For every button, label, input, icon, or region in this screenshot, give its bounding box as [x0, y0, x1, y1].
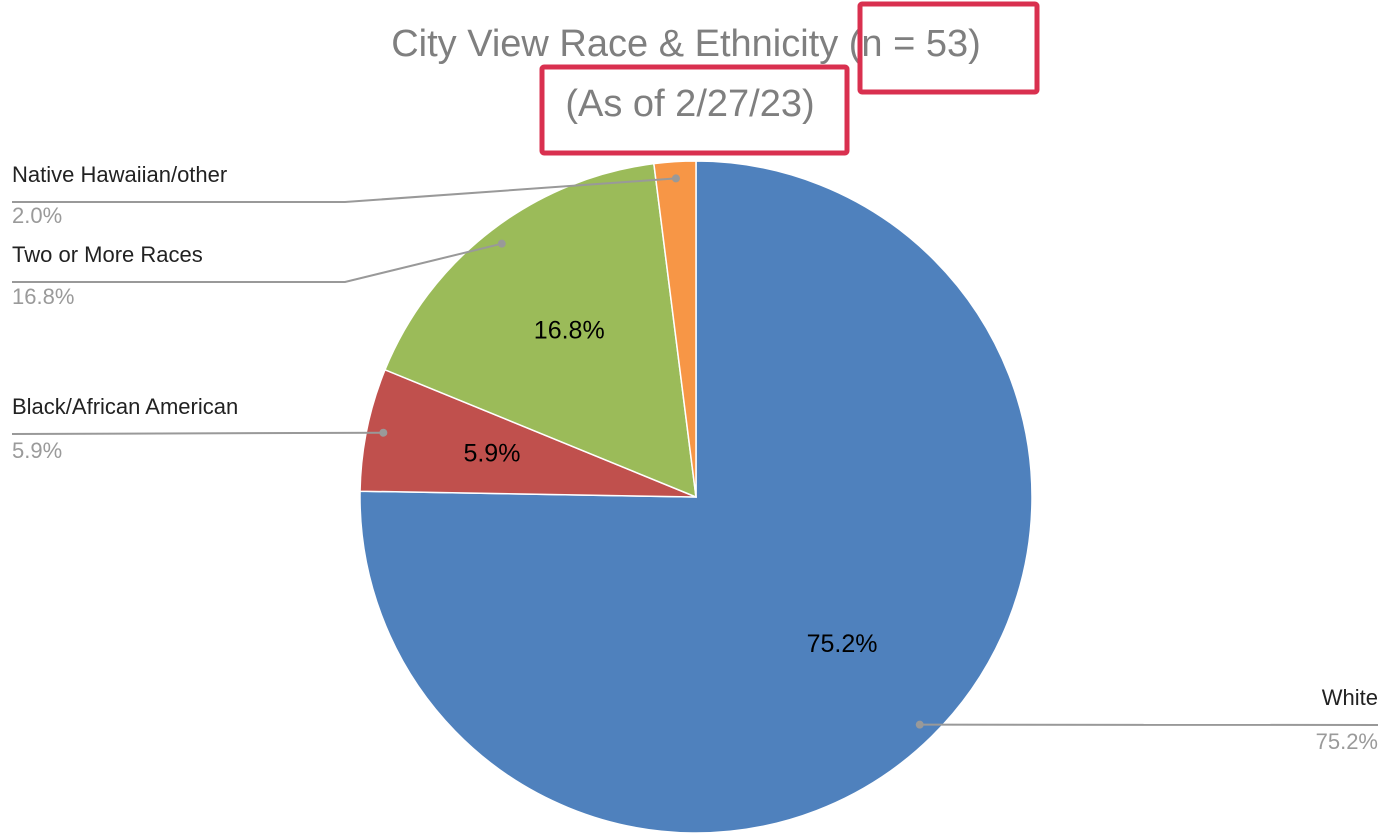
leader-dot — [915, 720, 924, 729]
highlight-box — [539, 64, 850, 156]
chart-title: City View Race & Ethnicity — [391, 23, 838, 65]
leader-dot — [379, 428, 388, 437]
value-label: 75.2% — [1316, 729, 1378, 754]
value-label: 2.0% — [12, 203, 62, 228]
chart-subtitle: (As of 2/27/23) — [565, 83, 814, 125]
highlight-box — [857, 1, 1040, 95]
value-label: 5.9% — [12, 438, 62, 463]
leader-line — [12, 242, 503, 283]
chart-title-line: City View Race & Ethnicity (n = 53) — [391, 23, 981, 65]
value-label: 16.8% — [12, 284, 74, 309]
leader-dot — [671, 174, 680, 183]
leader-dot — [497, 239, 506, 248]
slice-label: 16.8% — [534, 316, 605, 344]
leader-line — [11, 431, 384, 435]
pie-slice — [653, 160, 697, 498]
slice-label: 75.2% — [807, 630, 878, 658]
category-label: Black/African American — [12, 394, 238, 419]
leader-line — [12, 177, 677, 203]
slice-label: 5.9% — [463, 440, 520, 468]
pie-slice — [384, 162, 697, 499]
category-label: Native Hawaiian/other — [12, 162, 227, 187]
category-label: Two or More Races — [12, 242, 203, 267]
pie-slice — [359, 368, 697, 498]
title-note: (n = 53) — [849, 23, 981, 65]
category-label: White — [1322, 685, 1378, 710]
pie — [359, 160, 1033, 833]
